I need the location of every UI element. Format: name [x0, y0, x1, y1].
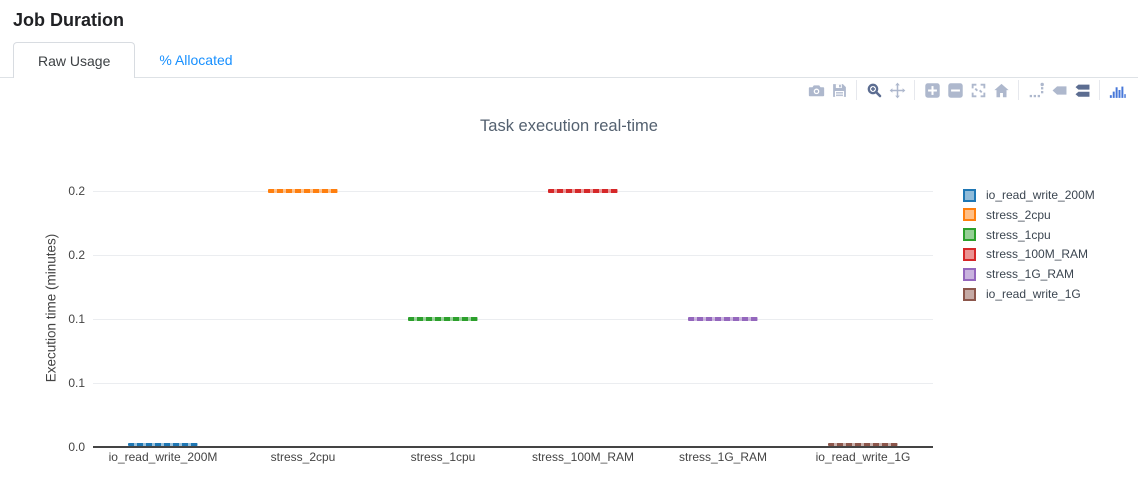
- gridline: [93, 382, 933, 384]
- tab-label: Raw Usage: [38, 52, 111, 69]
- zoom-in-icon[interactable]: [922, 80, 942, 100]
- legend-swatch: [963, 247, 976, 261]
- x-tick-label: io_read_write_200M: [108, 450, 218, 464]
- page-title: Job Duration: [13, 10, 124, 30]
- legend-item[interactable]: stress_1cpu: [963, 228, 1051, 242]
- legend-label: io_read_write_1G: [986, 287, 1081, 301]
- plotly-modebar: [799, 80, 1134, 100]
- modebar-group: [799, 80, 856, 100]
- tab-bar: Raw Usage % Allocated: [13, 42, 257, 78]
- y-tick-label: 0.0: [68, 440, 85, 454]
- zoom-out-icon[interactable]: [945, 80, 965, 100]
- modebar-group: [1099, 80, 1134, 100]
- compare-hover-icon[interactable]: [1072, 80, 1092, 100]
- tab-label: % Allocated: [159, 52, 233, 68]
- gridline: [93, 190, 933, 192]
- zoom-icon[interactable]: [864, 80, 884, 100]
- gridline: [93, 318, 933, 320]
- x-tick-label: stress_1G_RAM: [678, 450, 768, 464]
- x-tick-label: stress_1cpu: [410, 450, 476, 464]
- legend-item[interactable]: stress_1G_RAM: [963, 267, 1074, 281]
- modebar-group: [914, 80, 1018, 100]
- y-tick-label: 0.2: [68, 184, 85, 198]
- x-tick-label: io_read_write_1G: [815, 450, 911, 464]
- legend-item[interactable]: stress_2cpu: [963, 208, 1051, 222]
- y-tick-label: 0.2: [68, 248, 85, 262]
- legend-label: stress_2cpu: [986, 207, 1051, 222]
- closest-hover-icon[interactable]: [1049, 80, 1069, 100]
- gridline: [93, 254, 933, 256]
- x-axis-zero-line: [93, 446, 933, 448]
- legend-swatch: [963, 267, 976, 281]
- legend-item[interactable]: stress_100M_RAM: [963, 247, 1088, 261]
- legend-swatch: [963, 287, 976, 301]
- box-median-segment[interactable]: [128, 442, 198, 447]
- tab-raw-usage[interactable]: Raw Usage: [13, 42, 136, 78]
- box-median-segment[interactable]: [268, 189, 338, 193]
- chart-title: Task execution real-time: [480, 117, 658, 135]
- box-median-segment[interactable]: [408, 317, 478, 321]
- legend-swatch: [963, 208, 976, 222]
- y-tick-label: 0.1: [68, 312, 85, 326]
- plotly-logo-icon[interactable]: [1107, 80, 1127, 100]
- spikelines-icon[interactable]: [1026, 80, 1046, 100]
- reset-axes-icon[interactable]: [991, 80, 1011, 100]
- legend-label: stress_1G_RAM: [986, 267, 1075, 282]
- legend-swatch: [963, 188, 976, 202]
- save-icon[interactable]: [829, 80, 849, 100]
- modebar-group: [1018, 80, 1099, 100]
- legend-item[interactable]: io_read_write_200M: [963, 188, 1095, 202]
- box-median-segment[interactable]: [688, 317, 758, 321]
- legend-swatch: [963, 228, 976, 242]
- box-median-segment[interactable]: [548, 189, 618, 193]
- x-tick-label: stress_2cpu: [270, 450, 336, 464]
- pan-icon[interactable]: [887, 80, 907, 100]
- tab-divider: [0, 77, 1138, 78]
- legend-label: io_read_write_200M: [986, 188, 1095, 202]
- autoscale-icon[interactable]: [968, 80, 988, 100]
- x-tick-label: stress_100M_RAM: [531, 450, 635, 464]
- modebar-group: [856, 80, 914, 100]
- legend-label: stress_1cpu: [986, 227, 1051, 242]
- legend-item[interactable]: io_read_write_1G: [963, 287, 1081, 301]
- tab-allocated[interactable]: % Allocated: [135, 42, 256, 78]
- y-tick-label: 0.1: [68, 376, 85, 390]
- camera-icon[interactable]: [806, 80, 826, 100]
- legend-label: stress_100M_RAM: [986, 247, 1089, 262]
- box-median-segment[interactable]: [828, 442, 898, 447]
